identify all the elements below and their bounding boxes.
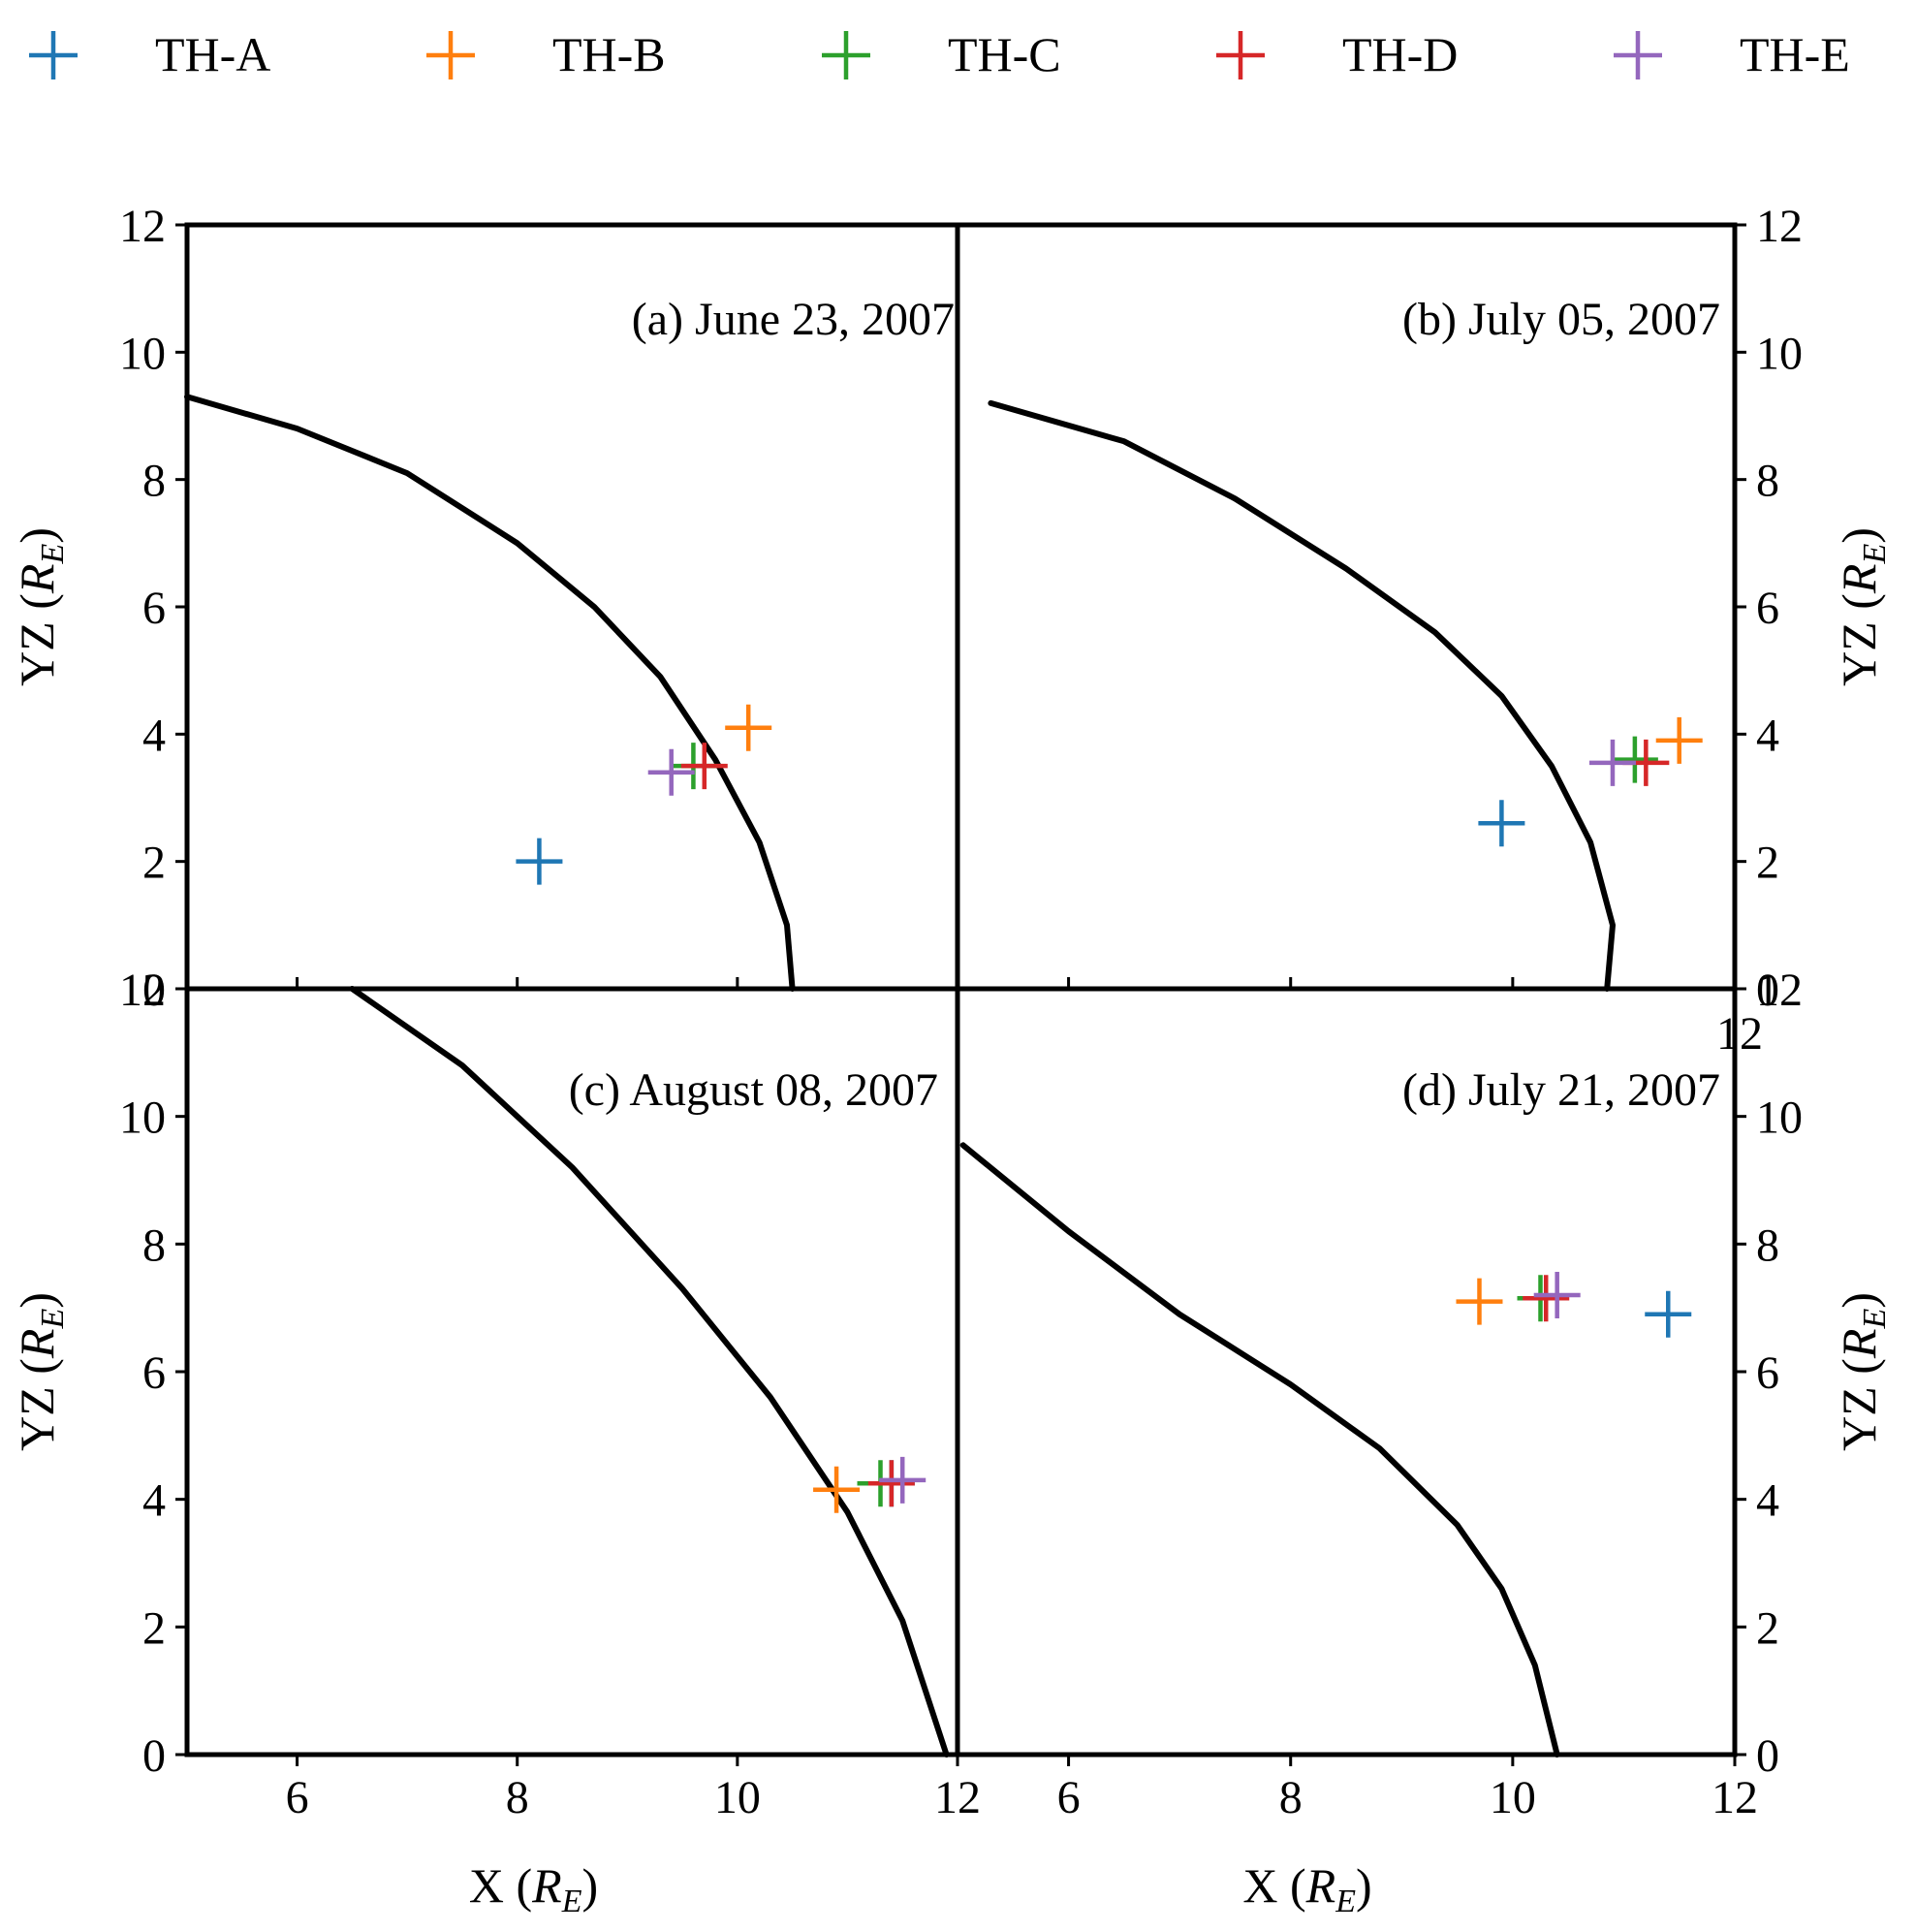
y-tick-label: 8 xyxy=(1756,456,1779,507)
y-tick-label: 4 xyxy=(142,710,166,761)
legend-label-th-c: TH-C xyxy=(948,27,1061,81)
legend-label-th-d: TH-D xyxy=(1342,27,1458,81)
point-th-a xyxy=(516,838,563,885)
point-th-a xyxy=(1645,1290,1692,1338)
panels: 0 2 4 6 8 10 12 (a) June 23, 2007 YZ (RE) 0 2 4 6 8 10… xyxy=(10,201,1893,1919)
magnetopause-curve xyxy=(349,986,950,1758)
y-tick-label: 12 xyxy=(119,201,166,252)
point-th-b xyxy=(813,1466,861,1513)
legend-label-th-b: TH-B xyxy=(552,27,666,81)
x-tick-label: 8 xyxy=(506,1772,529,1823)
legend-entry-th-b: TH-B xyxy=(426,27,666,81)
y-tick-label: 8 xyxy=(142,456,166,507)
y-tick-label: 4 xyxy=(1756,1475,1779,1527)
legend-entry-th-d: TH-D xyxy=(1216,27,1458,81)
legend-marker-th-e xyxy=(1614,31,1662,79)
legend-label-th-e: TH-E xyxy=(1740,27,1850,81)
y-axis-label: YZ (RE) xyxy=(1832,1292,1893,1451)
panel-title: (a) June 23, 2007 xyxy=(632,294,955,345)
panel-title: (b) July 05, 2007 xyxy=(1402,294,1720,345)
legend-entry-th-e: TH-E xyxy=(1614,27,1850,81)
y-tick-label: 2 xyxy=(1756,1602,1779,1654)
point-th-e xyxy=(879,1456,927,1504)
y-tick-label: 4 xyxy=(142,1475,166,1527)
legend-marker-th-b xyxy=(426,31,475,79)
y-tick-label: 8 xyxy=(1756,1219,1779,1271)
x-tick-label: 12 xyxy=(1716,1008,1763,1060)
y-tick-label: 6 xyxy=(142,583,166,634)
magnetopause-curve xyxy=(988,399,1616,992)
point-th-b xyxy=(725,704,772,751)
legend-label-th-a: TH-A xyxy=(155,27,270,81)
point-th-e xyxy=(647,748,695,796)
point-th-b xyxy=(1456,1278,1503,1325)
y-axis-label: YZ (RE) xyxy=(1832,527,1893,686)
point-th-e xyxy=(1588,739,1636,786)
x-tick-label: 12 xyxy=(1712,1772,1758,1823)
point-th-e xyxy=(1533,1272,1581,1318)
y-tick-label: 6 xyxy=(1756,583,1779,634)
y-axis-label: YZ (RE) xyxy=(10,527,71,686)
y-tick-label: 0 xyxy=(1756,965,1779,1016)
point-th-d xyxy=(680,743,728,790)
x-tick-label: 6 xyxy=(286,1772,309,1823)
point-th-d xyxy=(867,1460,915,1507)
y-tick-label: 0 xyxy=(142,965,166,1016)
x-tick-label: 10 xyxy=(714,1772,761,1823)
y-tick-label: 2 xyxy=(142,838,166,889)
y-tick-label: 10 xyxy=(119,1093,166,1144)
legend-marker-th-c xyxy=(822,31,870,79)
y-tick-label: 0 xyxy=(142,1730,166,1782)
point-th-a xyxy=(1478,800,1525,847)
x-axis-label: X (RE) xyxy=(469,1858,598,1919)
y-tick-label: 10 xyxy=(1756,1093,1803,1144)
x-tick-label: 10 xyxy=(1490,1772,1536,1823)
y-tick-label: 10 xyxy=(119,328,166,379)
legend: TH-A TH-B TH-C TH-D TH-E xyxy=(29,27,1850,81)
legend-entry-th-a: TH-A xyxy=(29,27,270,81)
y-tick-label: 10 xyxy=(1756,328,1803,379)
legend-marker-th-a xyxy=(29,31,78,79)
y-tick-label: 0 xyxy=(1756,1730,1779,1782)
point-th-d xyxy=(1523,1275,1570,1322)
y-tick-label: 6 xyxy=(1756,1347,1779,1399)
panel-c: 0 2 4 6 8 10 12 6 8 10 12 (c) August 08, 2007 YZ (RE… xyxy=(10,965,981,1919)
point-th-c xyxy=(1611,736,1658,783)
y-tick-label: 12 xyxy=(119,965,166,1016)
legend-entry-th-c: TH-C xyxy=(822,27,1061,81)
panel-title: (c) August 08, 2007 xyxy=(569,1064,938,1116)
y-tick-label: 4 xyxy=(1756,710,1779,761)
panel-a: 0 2 4 6 8 10 12 (a) June 23, 2007 YZ (RE) xyxy=(10,201,960,1016)
y-tick-label: 2 xyxy=(142,1602,166,1654)
y-tick-label: 2 xyxy=(1756,838,1779,889)
magnetopause-curve xyxy=(959,1142,1560,1758)
y-tick-label: 6 xyxy=(142,1347,166,1399)
y-tick-label: 8 xyxy=(142,1219,166,1271)
y-tick-label: 12 xyxy=(1756,965,1803,1016)
point-th-b xyxy=(1655,716,1703,764)
y-tick-label: 12 xyxy=(1756,201,1803,252)
x-tick-label: 12 xyxy=(934,1772,981,1823)
x-tick-label: 8 xyxy=(1279,1772,1303,1823)
y-axis-label: YZ (RE) xyxy=(10,1292,71,1451)
panel-title: (d) July 21, 2007 xyxy=(1402,1064,1720,1116)
legend-marker-th-d xyxy=(1216,31,1265,79)
magnetopause-curve xyxy=(184,394,796,992)
x-tick-label: 6 xyxy=(1057,1772,1081,1823)
x-axis-label: X (RE) xyxy=(1242,1858,1371,1919)
